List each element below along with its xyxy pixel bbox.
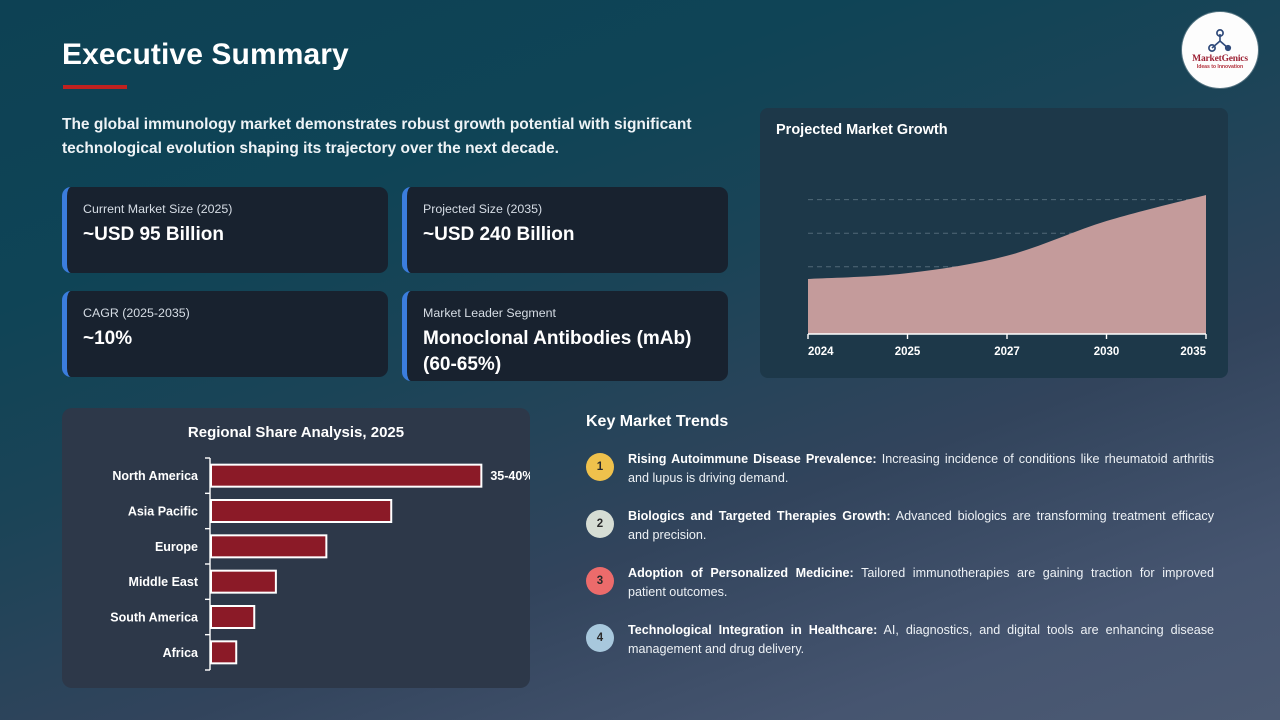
molecule-node-icon xyxy=(1208,28,1232,52)
trend-text: Rising Autoimmune Disease Prevalence: In… xyxy=(628,452,1214,485)
kpi-value: ~USD 240 Billion xyxy=(423,224,575,245)
page-subtitle: The global immunology market demonstrate… xyxy=(62,116,692,157)
kpi-value: ~10% xyxy=(83,328,133,349)
trend-title: Adoption of Personalized Medicine: xyxy=(628,566,854,580)
svg-text:2035: 2035 xyxy=(1180,346,1206,358)
kpi-card-projected-size: Projected Size (2035) ~USD 240 Billion xyxy=(402,187,728,273)
trend-title: Rising Autoimmune Disease Prevalence: xyxy=(628,452,877,466)
trend-number-badge: 2 xyxy=(586,510,614,538)
regional-share-analysis-chart: North America 35-40% Asia Pacific Europe Mid… xyxy=(110,457,530,671)
logo-name: MarketGenics xyxy=(1192,53,1248,64)
company-logo: MarketGenics Ideas to Innovation xyxy=(1182,12,1258,88)
svg-text:Asia Pacific: Asia Pacific xyxy=(128,505,198,519)
trends-list: 1 Rising Autoimmune Disease Prevalence: I… xyxy=(586,450,1222,678)
trend-item: 2 Biologics and Targeted Therapies Growth… xyxy=(586,507,1222,544)
svg-text:2024: 2024 xyxy=(808,346,834,358)
svg-text:35-40%: 35-40% xyxy=(490,469,530,483)
kpi-value: Monoclonal Antibodies (mAb) (60-65%) xyxy=(423,328,692,375)
trend-title: Biologics and Targeted Therapies Growth: xyxy=(628,509,891,523)
page-title: Executive Summary xyxy=(62,38,349,71)
kpi-label: CAGR (2025-2035) xyxy=(83,306,190,320)
kpi-label: Current Market Size (2025) xyxy=(83,202,233,216)
regional-share-analysis-card: Regional Share Analysis, 2025 North Amer… xyxy=(62,408,530,688)
svg-text:South America: South America xyxy=(110,611,199,625)
chart-title: Regional Share Analysis, 2025 xyxy=(187,424,405,441)
title-accent-rule xyxy=(63,85,127,89)
svg-text:North America: North America xyxy=(112,469,199,483)
trend-item: 3 Adoption of Personalized Medicine: Tail… xyxy=(586,564,1222,601)
trend-item: 1 Rising Autoimmune Disease Prevalence: I… xyxy=(586,450,1222,487)
kpi-value: ~USD 95 Billion xyxy=(83,224,224,245)
trend-text: Biologics and Targeted Therapies Growth:… xyxy=(628,509,1214,542)
kpi-card-market-leader-segment: Market Leader Segment Monoclonal Antibod… xyxy=(402,291,728,381)
svg-text:Africa: Africa xyxy=(163,646,199,660)
trends-heading: Key Market Trends xyxy=(586,413,729,430)
trend-item: 4 Technological Integration in Healthcare… xyxy=(586,621,1222,658)
svg-text:Middle East: Middle East xyxy=(129,575,199,589)
svg-text:2030: 2030 xyxy=(1094,346,1120,358)
projected-market-growth-chart: 2024 2025 2027 2030 2035 xyxy=(807,194,1207,358)
trend-title: Technological Integration in Healthcare: xyxy=(628,623,878,637)
trend-text: Adoption of Personalized Medicine: Tailo… xyxy=(628,566,1215,599)
projected-market-growth-card: Projected Market Growth 2024 2025 2027 2030… xyxy=(760,108,1228,378)
trend-text: Technological Integration in Healthcare:… xyxy=(628,623,1215,656)
kpi-card-cagr: CAGR (2025-2035) ~10% xyxy=(62,291,388,377)
trend-number-badge: 3 xyxy=(586,567,614,595)
svg-text:2025: 2025 xyxy=(895,346,921,358)
svg-text:Europe: Europe xyxy=(155,540,198,554)
logo-tagline: Ideas to Innovation xyxy=(1196,64,1244,71)
chart-title: Projected Market Growth xyxy=(776,122,948,138)
trend-number-badge: 1 xyxy=(586,453,614,481)
svg-text:2027: 2027 xyxy=(994,346,1020,358)
trend-number-badge: 4 xyxy=(586,624,614,652)
kpi-label: Projected Size (2035) xyxy=(423,202,543,216)
kpi-label: Market Leader Segment xyxy=(423,306,556,320)
kpi-card-current-market-size: Current Market Size (2025) ~USD 95 Billi… xyxy=(62,187,388,273)
